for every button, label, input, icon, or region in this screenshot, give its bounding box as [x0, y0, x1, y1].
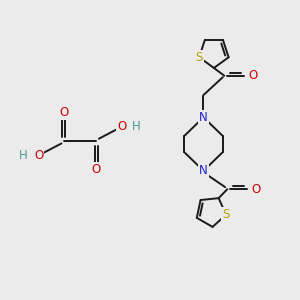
Text: O: O: [248, 69, 257, 82]
Text: O: O: [59, 106, 68, 119]
Text: S: S: [196, 51, 203, 64]
Text: H: H: [19, 149, 28, 162]
Text: N: N: [199, 164, 208, 177]
Text: O: O: [251, 183, 260, 196]
Text: O: O: [117, 120, 126, 133]
Text: H: H: [132, 120, 141, 133]
Text: S: S: [222, 208, 230, 221]
Text: N: N: [199, 111, 208, 124]
Text: O: O: [34, 149, 43, 162]
Text: O: O: [92, 163, 101, 176]
